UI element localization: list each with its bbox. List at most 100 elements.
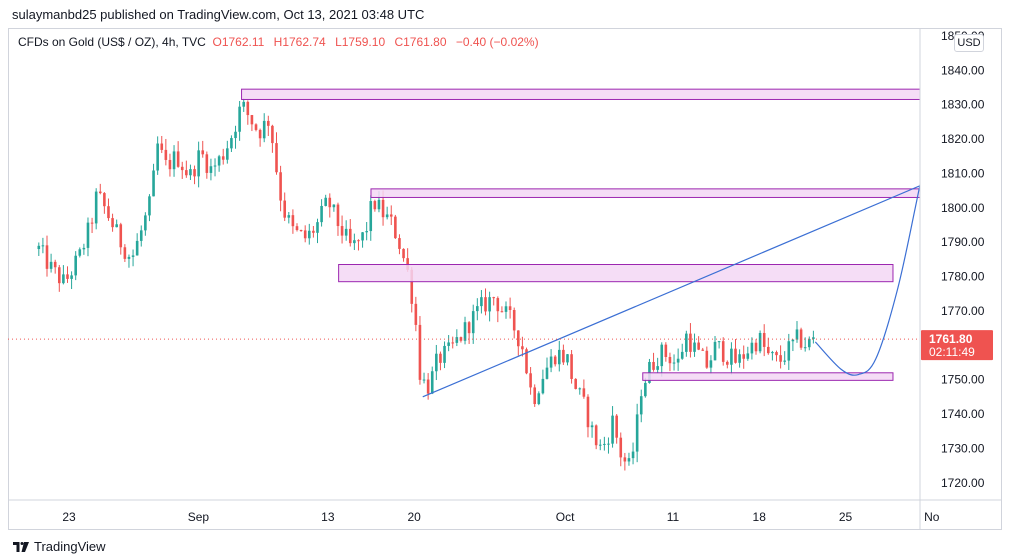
candle <box>156 136 159 175</box>
candle-body <box>762 332 766 347</box>
candle-body <box>430 371 434 394</box>
candle-body <box>328 197 332 208</box>
candle <box>500 306 504 313</box>
candle-body <box>164 149 168 160</box>
legend-low: L1759.10 <box>335 35 386 49</box>
candle-body <box>82 247 86 250</box>
x-tick-label: 11 <box>667 510 680 524</box>
candle <box>180 161 184 179</box>
candle <box>734 339 737 364</box>
candle <box>66 266 69 283</box>
projection-curve <box>814 181 920 376</box>
candle <box>627 452 631 466</box>
candle-body <box>791 339 795 342</box>
zone-zone-1782 <box>338 264 894 283</box>
candle <box>447 335 450 352</box>
y-tick-label: 1750.00 <box>941 373 985 387</box>
candle-body <box>545 367 549 379</box>
y-tick-label: 1820.00 <box>941 132 985 146</box>
candle-body <box>451 342 455 344</box>
candle-body <box>78 249 82 256</box>
candle <box>234 125 237 149</box>
candle-body <box>771 352 774 354</box>
candle-body <box>623 457 627 462</box>
candle-body <box>693 342 696 352</box>
candle-body <box>795 329 799 340</box>
candle <box>443 341 446 369</box>
candle-body <box>291 215 295 227</box>
candle <box>115 219 118 228</box>
candle-body <box>340 226 344 236</box>
x-tick-label: 20 <box>407 510 421 524</box>
candle-body <box>418 324 422 380</box>
candle-body <box>537 393 541 405</box>
candle <box>123 244 127 262</box>
candle-body <box>242 101 246 107</box>
candle <box>291 209 295 234</box>
candle-body <box>611 415 614 444</box>
candle <box>517 330 520 356</box>
candle-body <box>521 346 524 350</box>
candle <box>340 215 344 244</box>
x-tick-label: 23 <box>62 510 76 524</box>
candle-body <box>467 322 471 334</box>
candle-body <box>463 322 467 341</box>
candle-body <box>62 274 65 284</box>
candle <box>385 206 389 220</box>
footer-brand[interactable]: TradingView <box>12 539 106 554</box>
candle-body <box>316 222 319 233</box>
candle-body <box>500 311 504 313</box>
candle-body <box>652 361 655 370</box>
candle-body <box>267 120 270 126</box>
candle-body <box>758 332 762 352</box>
candle-body <box>779 355 782 362</box>
candle-body <box>275 143 278 173</box>
candle-body <box>37 245 41 250</box>
trendline <box>422 185 920 398</box>
candle-body <box>41 245 45 247</box>
candle-body <box>385 214 389 218</box>
candle-body <box>271 125 274 144</box>
x-tick-label: 13 <box>321 510 335 524</box>
candle-body <box>557 349 561 365</box>
candle-body <box>664 344 668 357</box>
candle-body <box>508 306 512 311</box>
candle <box>549 349 553 373</box>
candle-body <box>111 218 114 228</box>
footer-brand-label: TradingView <box>34 539 106 554</box>
candle <box>521 336 524 357</box>
currency-button[interactable]: USD <box>954 34 984 52</box>
candle-body <box>107 206 110 219</box>
candle <box>312 225 315 238</box>
candle <box>623 452 627 471</box>
candle-body <box>422 379 426 381</box>
candle-body <box>230 138 233 149</box>
candle-body <box>57 267 61 284</box>
candle <box>812 330 815 344</box>
candle-body <box>103 193 106 207</box>
candle <box>144 212 147 236</box>
candle <box>750 337 754 360</box>
candle-body <box>689 333 692 352</box>
candle <box>90 217 94 234</box>
candle <box>70 271 73 290</box>
candle <box>664 342 668 362</box>
candle-body <box>787 341 791 361</box>
candle-body <box>377 199 381 210</box>
y-tick-label: 1770.00 <box>941 304 985 318</box>
candle <box>672 354 676 371</box>
candle <box>226 140 229 164</box>
candle <box>316 218 319 244</box>
candle <box>176 141 180 168</box>
candle <box>512 307 516 339</box>
candle-body <box>730 348 733 365</box>
candle <box>480 290 483 314</box>
candle-body <box>144 215 147 231</box>
plot-area <box>8 88 920 471</box>
candle-body <box>766 346 770 354</box>
y-tick-label: 1790.00 <box>941 235 985 249</box>
candle <box>668 352 672 372</box>
candle-body <box>672 362 676 364</box>
candle-body <box>254 124 258 130</box>
